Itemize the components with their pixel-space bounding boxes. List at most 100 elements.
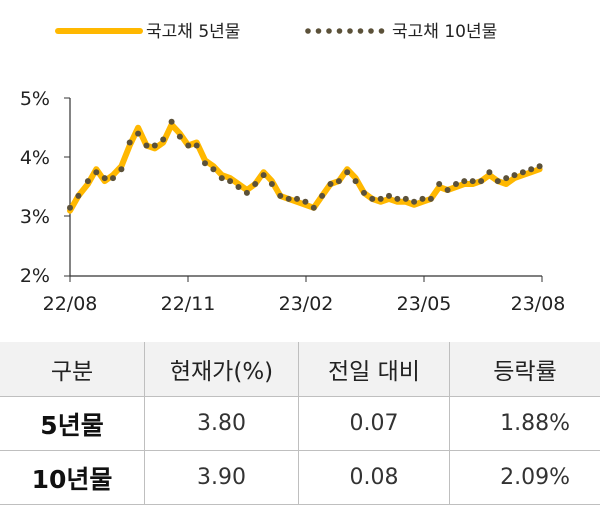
data-point-10y [436, 181, 442, 187]
row-name: 10년물 [0, 451, 145, 505]
data-point-10y [102, 175, 108, 181]
legend-label-10y: 국고채 10년물 [392, 22, 497, 42]
legend-dot [337, 28, 343, 34]
x-tick-label: 23/05 [397, 293, 452, 315]
data-point-10y [319, 193, 325, 199]
x-tick-label: 22/11 [161, 293, 216, 315]
series-line-10y [67, 119, 543, 211]
table-row: 10년물 3.90 0.08 2.09% [0, 451, 600, 505]
legend-label-5y: 국고채 5년물 [146, 22, 240, 42]
data-point-10y [428, 196, 434, 202]
y-tick-label: 5% [20, 88, 50, 110]
data-point-10y [512, 172, 518, 178]
legend-dot [326, 28, 332, 34]
data-point-10y [85, 178, 91, 184]
y-tick-label: 3% [20, 206, 50, 228]
data-point-10y [344, 169, 350, 175]
legend-dot [379, 28, 385, 34]
data-point-10y [160, 137, 166, 143]
data-point-10y [177, 134, 183, 140]
data-point-10y [169, 119, 175, 125]
data-point-10y [495, 178, 501, 184]
data-point-10y [227, 178, 233, 184]
plot-area [67, 119, 543, 211]
data-point-10y [185, 143, 191, 149]
series-line-5y [70, 125, 540, 211]
data-point-10y [302, 199, 308, 205]
data-point-10y [378, 196, 384, 202]
cell-change: 0.08 [299, 451, 450, 505]
legend-dot [358, 28, 364, 34]
data-point-10y [420, 196, 426, 202]
legend-swatch-10y [305, 28, 384, 34]
cell-change: 0.07 [299, 397, 450, 451]
data-point-10y [152, 143, 158, 149]
x-tick-label: 23/02 [279, 293, 334, 315]
data-point-10y [311, 205, 317, 211]
data-point-10y [194, 143, 200, 149]
data-point-10y [369, 196, 375, 202]
data-point-10y [361, 190, 367, 196]
legend-dot [316, 28, 322, 34]
data-point-10y [528, 166, 534, 172]
cell-price: 3.90 [145, 451, 299, 505]
data-point-10y [386, 193, 392, 199]
legend-dot [368, 28, 374, 34]
data-point-10y [353, 178, 359, 184]
y-tick-label: 2% [20, 265, 50, 287]
data-point-10y [286, 196, 292, 202]
cell-price: 3.80 [145, 397, 299, 451]
chart-legend: 국고채 5년물 국고채 10년물 [58, 22, 497, 42]
data-point-10y [67, 205, 73, 211]
data-point-10y [202, 160, 208, 166]
data-point-10y [294, 196, 300, 202]
header-category: 구분 [0, 342, 145, 397]
data-point-10y [537, 163, 543, 169]
row-name: 5년물 [0, 397, 145, 451]
data-point-10y [118, 166, 124, 172]
yield-summary-table: 구분 현재가(%) 전일 대비 등락률 5년물 3.80 0.07 1.88% … [0, 342, 600, 505]
header-current-price: 현재가(%) [145, 342, 299, 397]
data-point-10y [486, 169, 492, 175]
header-change: 전일 대비 [299, 342, 450, 397]
data-point-10y [445, 187, 451, 193]
data-point-10y [269, 181, 275, 187]
data-point-10y [144, 143, 150, 149]
data-point-10y [461, 178, 467, 184]
data-point-10y [210, 166, 216, 172]
y-tick-label: 4% [20, 147, 50, 169]
x-tick-label: 22/08 [43, 293, 98, 315]
data-point-10y [470, 178, 476, 184]
legend-dot [347, 28, 353, 34]
data-point-10y [478, 178, 484, 184]
data-point-10y [453, 181, 459, 187]
y-axis: 5% 4% 3% 2% [20, 88, 70, 287]
data-point-10y [394, 196, 400, 202]
data-point-10y [110, 175, 116, 181]
data-point-10y [503, 175, 509, 181]
x-axis: 22/08 22/11 23/02 23/05 23/08 [43, 276, 566, 315]
header-rate: 등락률 [450, 342, 600, 397]
data-point-10y [244, 190, 250, 196]
table-header-row: 구분 현재가(%) 전일 대비 등락률 [0, 342, 600, 397]
data-point-10y [252, 181, 258, 187]
cell-rate: 1.88% [450, 397, 600, 451]
yield-line-chart: 국고채 5년물 국고채 10년물 5% 4% 3% 2% 22/08 22/11… [0, 0, 600, 340]
x-tick-label: 23/08 [511, 293, 566, 315]
data-point-10y [127, 140, 133, 146]
data-point-10y [277, 193, 283, 199]
data-point-10y [328, 181, 334, 187]
data-point-10y [403, 196, 409, 202]
data-point-10y [520, 169, 526, 175]
data-point-10y [135, 131, 141, 137]
data-point-10y [411, 199, 417, 205]
table-row: 5년물 3.80 0.07 1.88% [0, 397, 600, 451]
cell-rate: 2.09% [450, 451, 600, 505]
data-point-10y [93, 169, 99, 175]
data-point-10y [261, 172, 267, 178]
data-point-10y [219, 175, 225, 181]
data-point-10y [75, 193, 81, 199]
legend-dot [305, 28, 311, 34]
data-point-10y [236, 184, 242, 190]
data-point-10y [336, 178, 342, 184]
